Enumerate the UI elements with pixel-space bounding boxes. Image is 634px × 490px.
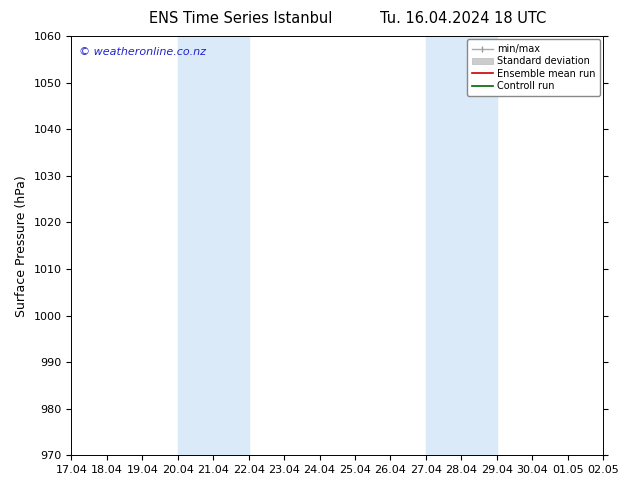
Text: © weatheronline.co.nz: © weatheronline.co.nz: [79, 47, 207, 57]
Text: ENS Time Series Istanbul: ENS Time Series Istanbul: [149, 11, 333, 26]
Legend: min/max, Standard deviation, Ensemble mean run, Controll run: min/max, Standard deviation, Ensemble me…: [467, 39, 600, 96]
Text: Tu. 16.04.2024 18 UTC: Tu. 16.04.2024 18 UTC: [380, 11, 546, 26]
Bar: [426, 36, 497, 455]
Y-axis label: Surface Pressure (hPa): Surface Pressure (hPa): [15, 175, 28, 317]
Bar: [178, 36, 249, 455]
